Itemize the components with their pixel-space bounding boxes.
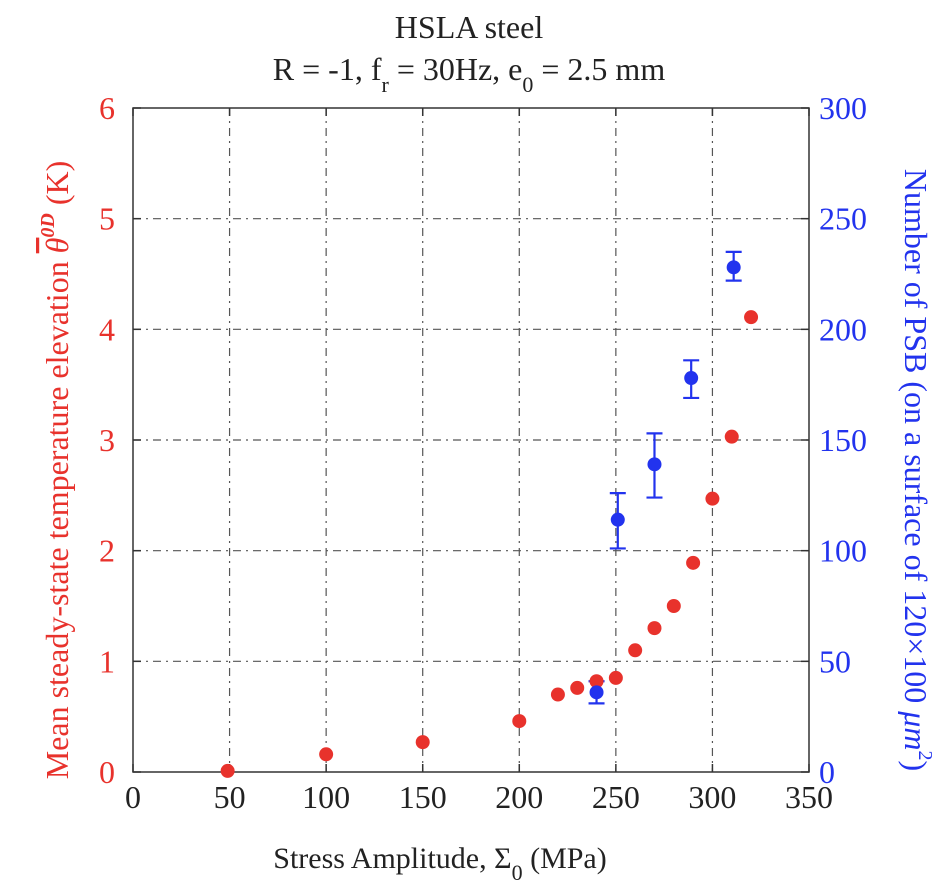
psb-point bbox=[610, 512, 625, 527]
y-left-tick-label: 2 bbox=[99, 533, 115, 569]
x-tick-label: 150 bbox=[399, 779, 447, 815]
y-left-tick-label: 4 bbox=[99, 311, 115, 347]
temperature-point bbox=[319, 747, 334, 762]
psb-point bbox=[726, 260, 741, 275]
y-right-tick-label: 50 bbox=[819, 643, 851, 679]
x-axis-title: Stress Amplitude, Σ0 (MPa) bbox=[273, 842, 606, 885]
x-tick-label: 350 bbox=[785, 779, 833, 815]
y-left-axis-title: Mean steady-state temperature elevation … bbox=[37, 161, 75, 780]
y-right-tick-label: 150 bbox=[819, 422, 867, 458]
y-right-tick-label: 300 bbox=[819, 90, 867, 126]
tick-marks bbox=[132, 107, 810, 773]
grid-lines bbox=[133, 108, 809, 772]
y-right-axis-title: Number of PSB (on a surface of 120×100 μ… bbox=[898, 169, 932, 771]
x-tick-label: 100 bbox=[302, 779, 350, 815]
y-right-tick-label: 0 bbox=[819, 754, 835, 790]
y-right-tick-labels: 0 50 100 150 200 250 300 bbox=[819, 90, 867, 790]
x-tick-labels: 0 50 100 150 200 250 300 350 bbox=[125, 779, 833, 815]
temperature-point bbox=[647, 621, 662, 636]
temperature-point bbox=[724, 429, 739, 444]
temperature-point bbox=[570, 680, 585, 695]
psb-point bbox=[684, 371, 699, 386]
psb-point bbox=[647, 457, 662, 472]
temperature-point bbox=[512, 714, 527, 729]
data-points bbox=[220, 260, 759, 778]
temperature-point bbox=[608, 670, 623, 685]
x-tick-label: 0 bbox=[125, 779, 141, 815]
x-tick-label: 250 bbox=[592, 779, 640, 815]
x-tick-label: 200 bbox=[495, 779, 543, 815]
x-tick-label: 300 bbox=[688, 779, 736, 815]
y-left-tick-label: 0 bbox=[99, 754, 115, 790]
y-right-tick-label: 100 bbox=[819, 533, 867, 569]
temperature-point bbox=[686, 555, 701, 570]
y-left-tick-label: 5 bbox=[99, 201, 115, 237]
x-tick-label: 50 bbox=[214, 779, 246, 815]
y-left-tick-label: 3 bbox=[99, 422, 115, 458]
temperature-point bbox=[666, 599, 681, 613]
chart-title: HSLA steel bbox=[395, 9, 544, 45]
error-bars bbox=[588, 250, 742, 705]
chart-subtitle: R = -1, fr = 30Hz, e0 = 2.5 mm bbox=[273, 51, 666, 97]
y-left-tick-labels: 0 1 2 3 4 5 6 bbox=[99, 90, 115, 790]
temperature-point bbox=[705, 491, 720, 506]
psb-point bbox=[589, 685, 604, 700]
y-left-tick-label: 6 bbox=[99, 90, 115, 126]
temperature-point bbox=[589, 674, 604, 689]
y-right-tick-label: 250 bbox=[819, 201, 867, 237]
temperature-point bbox=[628, 643, 643, 658]
temperature-point bbox=[415, 735, 430, 750]
temperature-point bbox=[744, 310, 759, 325]
y-right-tick-label: 200 bbox=[819, 311, 867, 347]
y-left-tick-label: 1 bbox=[99, 643, 115, 679]
temperature-point bbox=[220, 763, 235, 778]
temperature-point bbox=[550, 687, 565, 702]
